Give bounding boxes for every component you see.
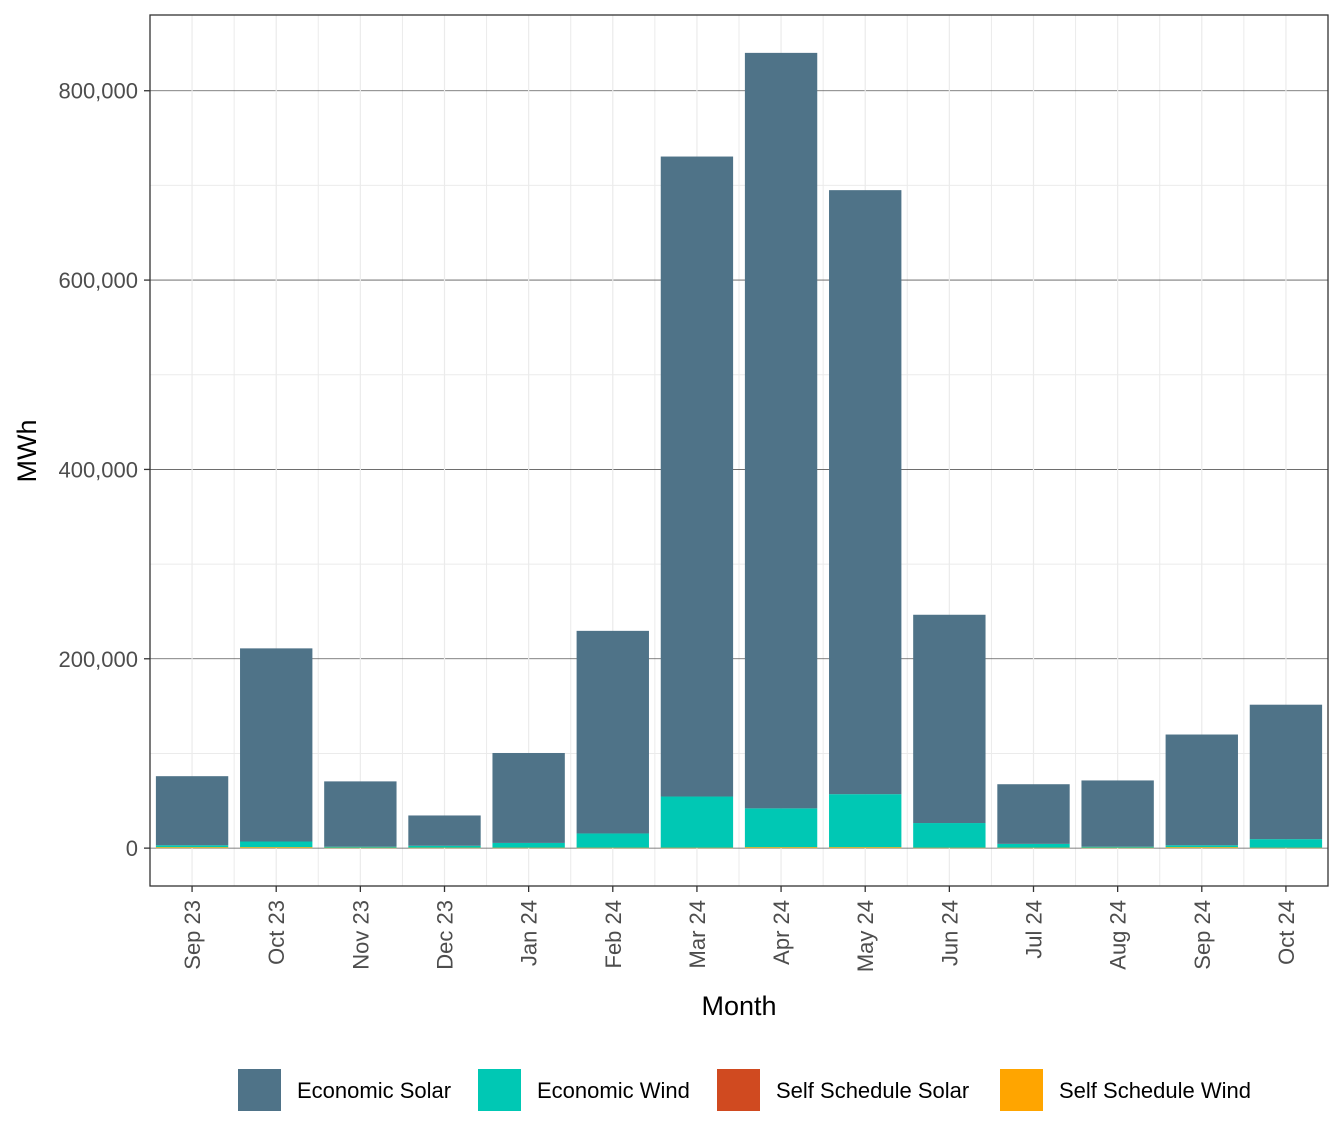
x-tick-label: Dec 23 (433, 900, 458, 970)
bar-economic-wind-jun-24 (913, 823, 986, 848)
bar-economic-solar-nov-23 (324, 781, 397, 847)
legend-label-economic-solar: Economic Solar (297, 1078, 451, 1103)
bar-self-schedule-wind-feb-24 (576, 847, 649, 849)
x-tick-label: May 24 (853, 900, 878, 972)
legend-label-self-schedule-wind: Self Schedule Wind (1059, 1078, 1251, 1103)
bar-self-schedule-wind-sep-23 (155, 847, 229, 849)
bar-economic-solar-apr-24 (744, 52, 818, 809)
bar-economic-wind-oct-24 (1249, 839, 1323, 848)
bars-layer (155, 52, 1323, 849)
bar-self-schedule-wind-jul-24 (997, 847, 1070, 849)
x-tick-label: Jul 24 (1022, 900, 1047, 959)
bar-self-schedule-wind-jan-24 (492, 847, 565, 849)
bar-economic-solar-sep-23 (155, 776, 229, 846)
x-tick-label: Aug 24 (1106, 900, 1131, 970)
bar-self-schedule-wind-aug-24 (1081, 847, 1154, 849)
x-tick-label: Apr 24 (769, 900, 794, 965)
y-tick-label: 800,000 (58, 79, 138, 104)
bar-self-schedule-wind-oct-23 (240, 847, 313, 849)
bar-economic-solar-oct-23 (240, 648, 313, 842)
bar-economic-wind-sep-23 (155, 845, 229, 848)
x-tick-label: Mar 24 (685, 900, 710, 968)
bar-self-schedule-wind-may-24 (829, 847, 902, 849)
legend-label-economic-wind: Economic Wind (537, 1078, 690, 1103)
x-tick-label: Sep 24 (1190, 900, 1215, 970)
bar-economic-solar-sep-24 (1165, 734, 1238, 846)
bar-economic-solar-oct-24 (1249, 704, 1323, 840)
bar-economic-solar-jun-24 (913, 614, 986, 824)
legend-key-self-schedule-wind (1000, 1069, 1043, 1111)
x-tick-label: Jun 24 (937, 900, 962, 966)
bar-economic-wind-feb-24 (576, 833, 649, 848)
bar-economic-wind-jul-24 (997, 843, 1070, 848)
bar-economic-solar-feb-24 (576, 630, 649, 834)
bar-self-schedule-wind-apr-24 (744, 847, 818, 849)
bar-self-schedule-wind-sep-24 (1165, 847, 1238, 849)
y-axis: 0 200,000 400,000 600,000 800,000 (58, 79, 150, 861)
bar-economic-wind-nov-23 (324, 846, 397, 848)
bar-self-schedule-wind-jun-24 (913, 847, 986, 849)
plot-panel-border (149, 14, 1329, 887)
x-tick-label: Nov 23 (348, 900, 373, 970)
bar-self-schedule-wind-mar-24 (660, 847, 734, 849)
bar-economic-wind-oct-23 (240, 841, 313, 848)
bar-economic-wind-apr-24 (744, 808, 818, 848)
legend-key-self-schedule-solar (717, 1069, 760, 1111)
y-tick-label: 0 (126, 836, 138, 861)
bar-economic-wind-aug-24 (1081, 846, 1154, 848)
bar-economic-wind-mar-24 (660, 796, 734, 848)
y-tick-label: 400,000 (58, 457, 138, 482)
x-tick-label: Oct 24 (1274, 900, 1299, 965)
legend-key-economic-wind (478, 1069, 521, 1111)
y-axis-title: MWh (12, 420, 42, 483)
x-tick-label: Sep 23 (180, 900, 205, 970)
x-tick-label: Feb 24 (601, 900, 626, 969)
legend-key-economic-solar (238, 1069, 281, 1111)
x-axis: Sep 23 Oct 23 Nov 23 Dec 23 Jan 24 Feb 24 Mar … (180, 886, 1299, 972)
bar-self-schedule-wind-oct-24 (1249, 847, 1323, 849)
x-tick-label: Jan 24 (517, 900, 542, 966)
x-tick-label: Oct 23 (264, 900, 289, 965)
y-tick-label: 200,000 (58, 647, 138, 672)
bar-economic-solar-jul-24 (997, 784, 1070, 844)
bar-self-schedule-wind-nov-23 (324, 847, 397, 849)
bar-economic-solar-dec-23 (408, 815, 481, 846)
bar-economic-wind-may-24 (829, 794, 902, 848)
bar-economic-solar-jan-24 (492, 752, 565, 843)
x-axis-title: Month (701, 991, 776, 1021)
bar-economic-solar-mar-24 (660, 156, 734, 797)
bar-economic-solar-may-24 (829, 190, 902, 795)
bar-economic-wind-sep-24 (1165, 845, 1238, 848)
bar-self-schedule-wind-dec-23 (408, 847, 481, 849)
legend-label-self-schedule-solar: Self Schedule Solar (776, 1078, 969, 1103)
y-tick-label: 600,000 (58, 268, 138, 293)
bar-economic-solar-aug-24 (1081, 780, 1154, 847)
bar-economic-wind-jan-24 (492, 842, 565, 848)
bar-economic-wind-dec-23 (408, 845, 481, 848)
legend: Economic Solar Economic Wind Self Schedule… (238, 1069, 1251, 1111)
